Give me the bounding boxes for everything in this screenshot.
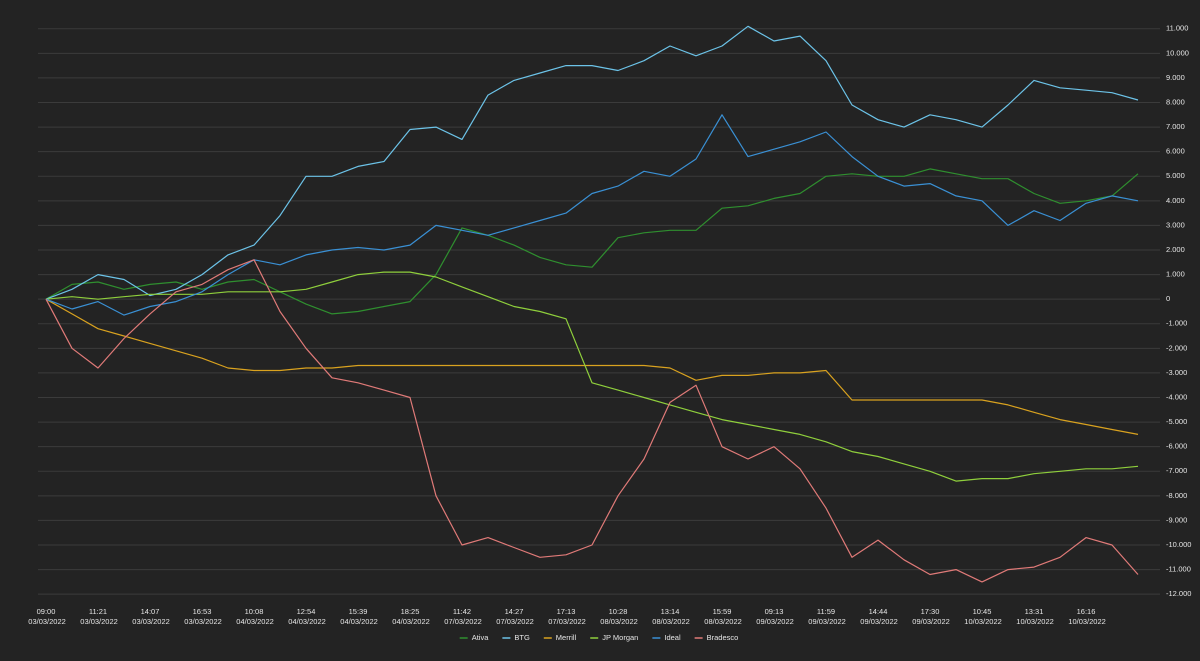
y-tick-label: 11.000 <box>1166 24 1188 33</box>
x-tick-label: 11:21 03/03/2022 <box>78 607 118 626</box>
legend-label: BTG <box>514 633 530 642</box>
x-tick-label: 14:27 07/03/2022 <box>494 607 534 626</box>
y-tick-label: -7.000 <box>1166 466 1187 475</box>
series-line <box>45 168 1139 315</box>
legend-label: JP Morgan <box>602 633 638 642</box>
y-tick-label: 8.000 <box>1166 97 1185 106</box>
y-tick-label: 7.000 <box>1166 122 1185 131</box>
legend-label: Merrill <box>556 633 577 642</box>
y-tick-label: 9.000 <box>1166 73 1185 82</box>
series-line <box>45 259 1139 583</box>
x-tick-label: 18:25 04/03/2022 <box>390 607 430 626</box>
y-tick-label: 1.000 <box>1166 270 1185 279</box>
y-tick-label: 5.000 <box>1166 171 1185 180</box>
x-tick-label: 09:00 03/03/2022 <box>26 607 66 626</box>
legend: Ativa BTG Merrill JP Morgan Ideal Bradesco <box>459 633 739 642</box>
y-tick-label: 10.000 <box>1166 48 1189 57</box>
y-tick-label: 3.000 <box>1166 220 1185 229</box>
x-tick-label: 15:59 08/03/2022 <box>702 607 742 626</box>
x-tick-label: 17:13 07/03/2022 <box>546 607 586 626</box>
x-tick-label: 17:30 09/03/2022 <box>910 607 950 626</box>
legend-label: Ativa <box>472 633 490 642</box>
x-tick-label: 10:45 10/03/2022 <box>962 607 1002 626</box>
y-tick-label: -5.000 <box>1166 417 1187 426</box>
y-tick-label: -4.000 <box>1166 392 1187 401</box>
x-tick-label: 13:31 10/03/2022 <box>1014 607 1054 626</box>
y-tick-label: -8.000 <box>1166 491 1187 500</box>
x-tick-label: 09:13 09/03/2022 <box>754 607 794 626</box>
y-tick-label: 2.000 <box>1166 245 1185 254</box>
x-tick-label: 14:07 03/03/2022 <box>130 607 170 626</box>
x-tick-label: 16:16 10/03/2022 <box>1066 607 1106 626</box>
y-tick-label: -6.000 <box>1166 442 1187 451</box>
y-tick-label: -11.000 <box>1166 565 1191 574</box>
series-line <box>45 25 1139 300</box>
y-tick-label: -12.000 <box>1166 589 1191 598</box>
x-tick-label: 15:39 04/03/2022 <box>338 607 378 626</box>
legend-label: Bradesco <box>707 633 739 642</box>
x-tick-label: 12:54 04/03/2022 <box>286 607 326 626</box>
x-tick-label: 13:14 08/03/2022 <box>650 607 690 626</box>
y-tick-label: -10.000 <box>1166 540 1191 549</box>
legend-label: Ideal <box>664 633 681 642</box>
y-tick-label: -1.000 <box>1166 319 1187 328</box>
y-tick-label: -3.000 <box>1166 368 1187 377</box>
y-tick-label: 4.000 <box>1166 196 1185 205</box>
x-tick-label: 14:44 09/03/2022 <box>858 607 898 626</box>
x-tick-label: 16:53 03/03/2022 <box>182 607 222 626</box>
y-tick-label: 6.000 <box>1166 147 1185 156</box>
x-tick-label: 10:08 04/03/2022 <box>234 607 274 626</box>
series-line <box>45 298 1139 435</box>
series-line <box>45 114 1139 316</box>
x-tick-label: 11:59 09/03/2022 <box>806 607 846 626</box>
y-tick-label: -2.000 <box>1166 343 1187 352</box>
x-tick-label: 11:42 07/03/2022 <box>442 607 482 626</box>
x-tick-label: 10:28 08/03/2022 <box>598 607 638 626</box>
y-tick-label: 0 <box>1166 294 1170 303</box>
y-tick-label: -9.000 <box>1166 515 1187 524</box>
series-line <box>45 271 1139 482</box>
